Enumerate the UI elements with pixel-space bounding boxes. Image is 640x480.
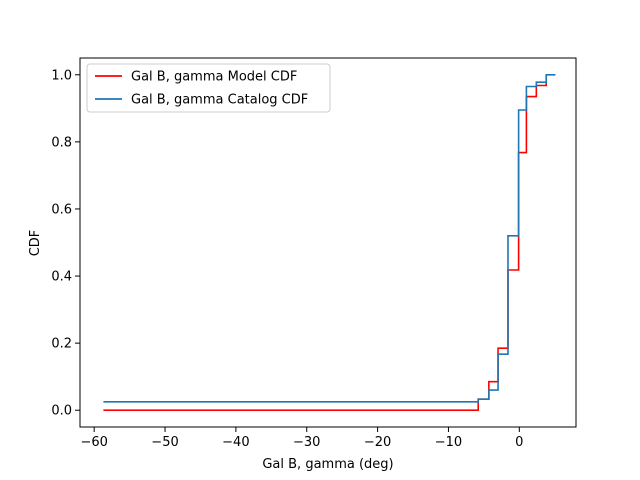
series-line-model-cdf bbox=[103, 74, 548, 412]
x-tick-label: −30 bbox=[293, 435, 320, 450]
legend: Gal B, gamma Model CDF Gal B, gamma Catal… bbox=[86, 63, 331, 113]
x-tick-label: −10 bbox=[435, 435, 462, 450]
y-tick-label: 1.0 bbox=[51, 68, 72, 83]
legend-label: Gal B, gamma Model CDF bbox=[131, 70, 297, 85]
plot-area bbox=[103, 73, 556, 412]
plot-frame bbox=[79, 57, 577, 428]
legend-box bbox=[86, 63, 331, 113]
y-tick-label: 0.6 bbox=[51, 202, 72, 217]
x-tick-label: −50 bbox=[151, 435, 178, 450]
x-axis: −60 −50 −40 −30 −20 −10 0 bbox=[80, 427, 523, 450]
x-tick-label: 0 bbox=[515, 435, 523, 450]
y-axis: 0.0 0.2 0.4 0.6 0.8 1.0 bbox=[51, 68, 80, 419]
x-tick-label: −20 bbox=[364, 435, 391, 450]
x-tick-label: −60 bbox=[80, 435, 107, 450]
y-tick-label: 0.0 bbox=[51, 404, 72, 419]
y-tick-label: 0.4 bbox=[51, 270, 72, 285]
x-axis-label: Gal B, gamma (deg) bbox=[262, 457, 393, 472]
y-axis-label: CDF bbox=[28, 230, 43, 257]
y-tick-label: 0.8 bbox=[51, 135, 72, 150]
legend-label: Gal B, gamma Catalog CDF bbox=[131, 93, 308, 108]
series-line-catalog-cdf bbox=[103, 73, 556, 403]
x-tick-label: −40 bbox=[222, 435, 249, 450]
y-tick-label: 0.2 bbox=[51, 337, 72, 352]
